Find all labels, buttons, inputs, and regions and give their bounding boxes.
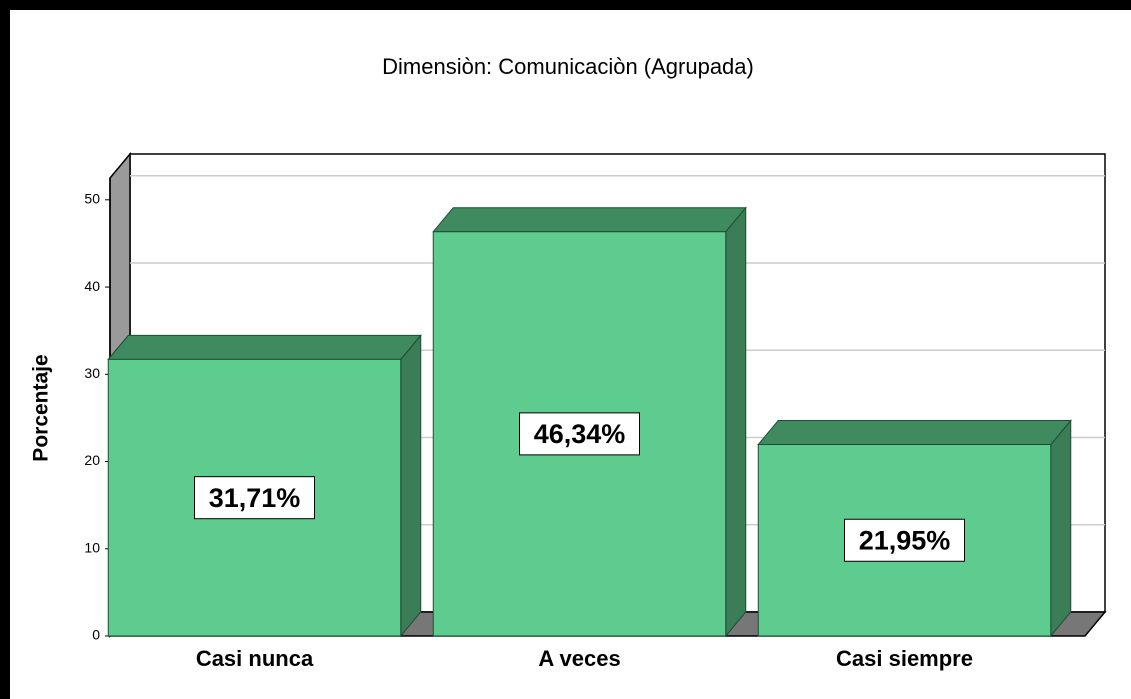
bar-top [432, 207, 747, 233]
y-tick-label: 40 [84, 278, 100, 294]
value-label: 31,71% [209, 483, 301, 513]
frame-left [0, 0, 10, 699]
value-label: 21,95% [859, 525, 951, 555]
value-label-box [519, 412, 640, 456]
bar-side [400, 333, 422, 638]
bar-side [725, 206, 747, 638]
x-tick-label: Casi nunca [196, 646, 314, 671]
bar-side [1050, 419, 1072, 638]
value-label: 46,34% [534, 419, 626, 449]
frame-top [0, 0, 1131, 10]
bar-top [107, 334, 422, 360]
y-tick-label: 10 [84, 539, 100, 555]
y-tick-label: 0 [92, 627, 100, 643]
value-label-box [844, 518, 965, 562]
x-tick-label: Casi siempre [836, 646, 973, 671]
y-tick-label: 30 [84, 365, 100, 381]
y-tick-label: 50 [84, 191, 100, 207]
y-axis-label: Porcentaje [30, 354, 53, 461]
bar-top [757, 420, 1072, 446]
y-tick-label: 20 [84, 452, 100, 468]
chart-title: Dimensiòn: Comunicaciòn (Agrupada) [382, 54, 754, 79]
x-tick-label: A veces [538, 646, 620, 671]
value-label-box [194, 476, 315, 520]
